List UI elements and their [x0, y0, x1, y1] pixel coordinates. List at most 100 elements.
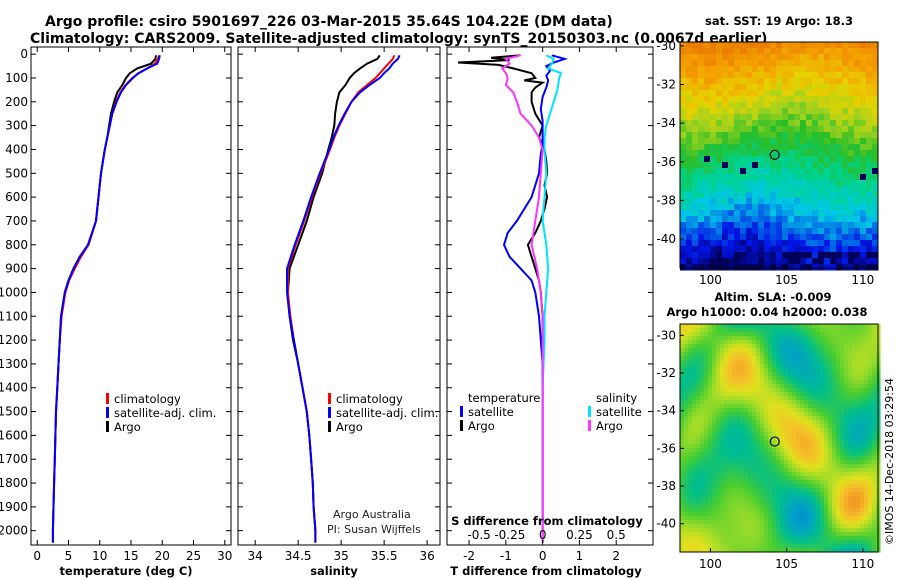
sla-map-cell	[776, 424, 781, 429]
sst-map-cell	[854, 234, 861, 241]
sst-map-cell	[746, 168, 753, 175]
sla-map-cell	[764, 352, 769, 357]
sla-map-cell	[768, 380, 773, 385]
sst-map-cell	[788, 252, 795, 259]
sla-map-cell	[836, 496, 841, 501]
sla-map-cell	[856, 456, 861, 461]
sla-map-cell	[856, 432, 861, 437]
sst-map-cell	[716, 90, 723, 97]
sla-map-cell	[852, 512, 857, 517]
sla-map-cell	[716, 544, 721, 549]
sla-map-cell	[744, 400, 749, 405]
sla-map-cell	[768, 464, 773, 469]
sla-map-cell	[684, 460, 689, 465]
sst-map-cell	[824, 90, 831, 97]
sla-map-cell	[740, 360, 745, 365]
sla-map-cell	[720, 456, 725, 461]
sst-map-cell	[866, 222, 873, 229]
sla-map-cell	[840, 440, 845, 445]
sla-map-cell	[760, 368, 765, 373]
sla-map-cell	[780, 520, 785, 525]
sst-map-cell	[860, 138, 867, 145]
sla-map-cell	[696, 520, 701, 525]
sla-map-cell	[752, 396, 757, 401]
sst-map-cell	[788, 60, 795, 67]
sla-map-cell	[772, 464, 777, 469]
sst-map-cell	[872, 42, 879, 49]
sla-map-cell	[704, 352, 709, 357]
sla-map-cell	[808, 496, 813, 501]
sla-map-cell	[860, 392, 865, 397]
sla-map-cell	[736, 408, 741, 413]
sla-map-cell	[696, 388, 701, 393]
sla-map-cell	[704, 452, 709, 457]
sst-map-cell	[818, 126, 825, 133]
sst-map-cell	[758, 126, 765, 133]
sst-map-cell	[860, 102, 867, 109]
sla-map-cell	[808, 540, 813, 545]
sla-map-cell	[860, 504, 865, 509]
sla-map-cell	[700, 544, 705, 549]
sla-map-cell	[796, 488, 801, 493]
sst-map-cell	[788, 204, 795, 211]
sla-map-cell	[824, 492, 829, 497]
sst-map-cell	[788, 150, 795, 157]
sla-map-cell	[792, 372, 797, 377]
sst-map-cell	[740, 174, 747, 181]
sst-map-cell	[716, 144, 723, 151]
sst-map-cell	[680, 150, 687, 157]
sla-map-cell	[804, 548, 809, 553]
sst-map-cell	[734, 66, 741, 73]
sla-map-cell	[828, 328, 833, 333]
sla-map-cell	[712, 460, 717, 465]
sst-map-cell	[710, 210, 717, 217]
sla-map-cell	[720, 512, 725, 517]
sla-map-cell	[736, 452, 741, 457]
sst-map-cell	[782, 84, 789, 91]
sla-map-cell	[756, 340, 761, 345]
sst-map-cell	[860, 42, 867, 49]
sla-map-cell	[692, 384, 697, 389]
sst-map-cell	[830, 240, 837, 247]
x-tick-label: 25	[186, 549, 201, 563]
sla-map-cell	[828, 356, 833, 361]
sla-map-cell	[808, 448, 813, 453]
sla-map-cell	[832, 384, 837, 389]
sla-map-cell	[856, 356, 861, 361]
sla-map-cell	[872, 404, 877, 409]
sla-map-cell	[780, 408, 785, 413]
sst-map-cell	[830, 138, 837, 145]
sla-map-cell	[752, 500, 757, 505]
sla-map-cell	[708, 400, 713, 405]
sst-map-cell	[860, 150, 867, 157]
sla-map-cell	[692, 432, 697, 437]
sla-map-cell	[848, 352, 853, 357]
sla-map-cell	[728, 456, 733, 461]
sla-map-cell	[800, 424, 805, 429]
sla-map-cell	[684, 480, 689, 485]
sst-map-cell	[788, 96, 795, 103]
sla-map-cell	[736, 332, 741, 337]
sla-map-cell	[832, 544, 837, 549]
sst-map-cell	[794, 162, 801, 169]
sst-map-cell	[704, 258, 711, 265]
sla-map-cell	[852, 400, 857, 405]
sst-map-cell	[710, 186, 717, 193]
sst-map-cell	[824, 108, 831, 115]
sst-map-cell	[872, 48, 879, 55]
sla-map-cell	[756, 380, 761, 385]
sla-map-cell	[832, 460, 837, 465]
sla-map-cell	[748, 372, 753, 377]
sst-map-cell	[872, 162, 879, 169]
sla-map-cell	[832, 372, 837, 377]
sst-map-cell	[854, 78, 861, 85]
sst-map-cell	[854, 54, 861, 61]
sst-map-cell	[758, 150, 765, 157]
sla-map-cell	[820, 468, 825, 473]
sst-map-cell	[812, 60, 819, 67]
sla-map-cell	[692, 464, 697, 469]
sla-map-cell	[776, 544, 781, 549]
sla-map-cell	[728, 416, 733, 421]
sla-map-cell	[692, 420, 697, 425]
sla-map-cell	[696, 376, 701, 381]
